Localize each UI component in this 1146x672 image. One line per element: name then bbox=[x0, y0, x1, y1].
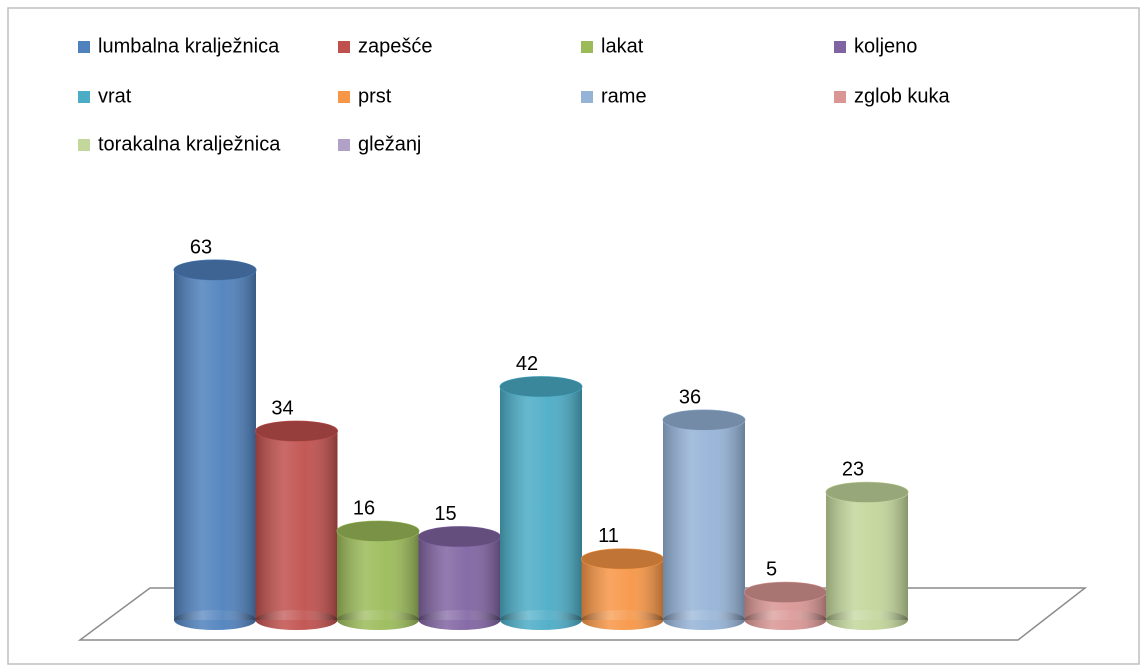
legend-label: prst bbox=[358, 85, 392, 107]
cylinder-bottom-shade bbox=[337, 610, 419, 630]
data-label: 5 bbox=[766, 559, 777, 581]
legend-label: rame bbox=[601, 85, 647, 107]
legend-swatch bbox=[78, 41, 90, 53]
cylinder-top bbox=[825, 481, 909, 503]
data-label: 34 bbox=[271, 397, 293, 419]
data-label: 63 bbox=[190, 236, 212, 258]
legend-label: lakat bbox=[601, 35, 644, 57]
legend-label: koljeno bbox=[854, 35, 917, 57]
cylinder-top-shade bbox=[500, 376, 582, 397]
legend-label: gležanj bbox=[358, 133, 421, 155]
cylinder-top-shade bbox=[744, 582, 827, 603]
cylinder-top-shade bbox=[174, 260, 256, 280]
cylinder-top bbox=[255, 420, 338, 442]
cylinder-bottom-shade bbox=[826, 610, 908, 630]
cylinder-bottom-shade bbox=[174, 610, 256, 630]
cylinder-shade bbox=[174, 270, 256, 620]
cylinder-top bbox=[662, 409, 746, 431]
legend-swatch bbox=[338, 41, 350, 53]
cylinder-top-shade bbox=[255, 421, 338, 442]
cylinder-shade bbox=[663, 420, 745, 620]
legend-label: torakalna kralježnica bbox=[98, 133, 281, 155]
cylinder-shade bbox=[418, 536, 501, 620]
data-label: 23 bbox=[842, 459, 864, 481]
cylinder-top bbox=[336, 520, 420, 542]
legend-swatch bbox=[338, 91, 350, 103]
cylinder-bottom-shade bbox=[255, 610, 338, 630]
cylinder-shade bbox=[826, 492, 908, 620]
cylinder-bottom-shade bbox=[500, 610, 582, 630]
legend-swatch bbox=[581, 91, 593, 103]
data-label: 36 bbox=[679, 386, 701, 408]
cylinder-bottom-shade bbox=[744, 610, 827, 630]
cylinder-top-shade bbox=[337, 521, 419, 542]
cylinder-top-shade bbox=[663, 410, 745, 430]
cylinder-bottom-shade bbox=[418, 610, 501, 630]
cylinder-bottom-shade bbox=[581, 610, 664, 630]
cylinder-shade bbox=[500, 386, 582, 620]
cylinder-top-shade bbox=[581, 548, 664, 569]
legend-swatch bbox=[581, 41, 593, 53]
legend-label: zapešće bbox=[358, 35, 433, 57]
legend-swatch bbox=[338, 139, 350, 151]
legend-swatch bbox=[78, 139, 90, 151]
cylinder-top-shade bbox=[826, 482, 908, 503]
data-label: 42 bbox=[516, 353, 538, 375]
legend-label: vrat bbox=[98, 85, 132, 107]
legend-label: lumbalna kralježnica bbox=[98, 35, 280, 57]
legend-label: zglob kuka bbox=[854, 85, 950, 107]
cylinder-shade bbox=[337, 531, 419, 620]
cylinder-bottom-shade bbox=[663, 610, 745, 630]
data-label: 11 bbox=[598, 525, 619, 547]
legend-swatch bbox=[834, 41, 846, 53]
data-label: 16 bbox=[353, 497, 375, 519]
cylinder-shade bbox=[255, 431, 338, 620]
legend-swatch bbox=[78, 91, 90, 103]
cylinder-top bbox=[499, 376, 583, 398]
cylinder-top-shade bbox=[418, 526, 501, 547]
data-label: 15 bbox=[434, 503, 456, 525]
cylinder-top bbox=[173, 259, 257, 281]
legend-swatch bbox=[834, 91, 846, 103]
